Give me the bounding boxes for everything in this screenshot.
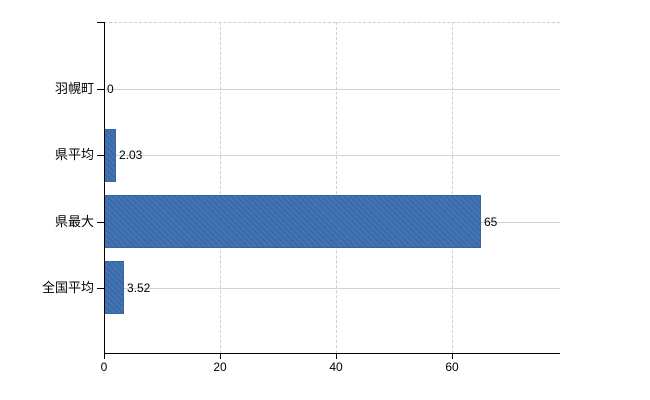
category-label: 県最大	[54, 214, 94, 229]
vertical-gridline	[452, 22, 453, 353]
category-label: 全国平均	[41, 280, 94, 295]
horizontal-gridline	[104, 155, 560, 156]
y-axis-tick	[97, 222, 104, 223]
bar	[104, 261, 124, 314]
bar-value-label: 65	[484, 215, 498, 229]
bar	[104, 129, 116, 182]
category-label: 県平均	[54, 147, 94, 162]
x-axis-tick	[452, 354, 453, 359]
vertical-gridline	[220, 22, 221, 353]
x-tick-label: 40	[329, 360, 343, 374]
x-tick-label: 20	[213, 360, 227, 374]
bar	[104, 195, 481, 248]
vertical-gridline	[336, 22, 337, 353]
x-axis-tick	[220, 354, 221, 359]
y-axis-line	[104, 22, 105, 354]
bar-value-label: 3.52	[127, 281, 151, 295]
y-axis-tick	[97, 89, 104, 90]
horizontal-gridline	[104, 288, 560, 289]
y-axis-tick	[97, 22, 104, 23]
horizontal-gridline	[104, 89, 560, 90]
y-axis-tick	[97, 155, 104, 156]
y-axis-tick	[97, 288, 104, 289]
x-axis-tick	[336, 354, 337, 359]
bar-value-label: 2.03	[119, 148, 143, 162]
bar-value-label: 0	[107, 82, 114, 96]
category-label: 羽幌町	[54, 81, 94, 96]
plot-top-border	[104, 22, 560, 23]
x-axis-line	[104, 353, 560, 354]
x-tick-label: 0	[100, 360, 108, 374]
x-tick-label: 60	[445, 360, 459, 374]
x-axis-tick	[104, 354, 105, 359]
